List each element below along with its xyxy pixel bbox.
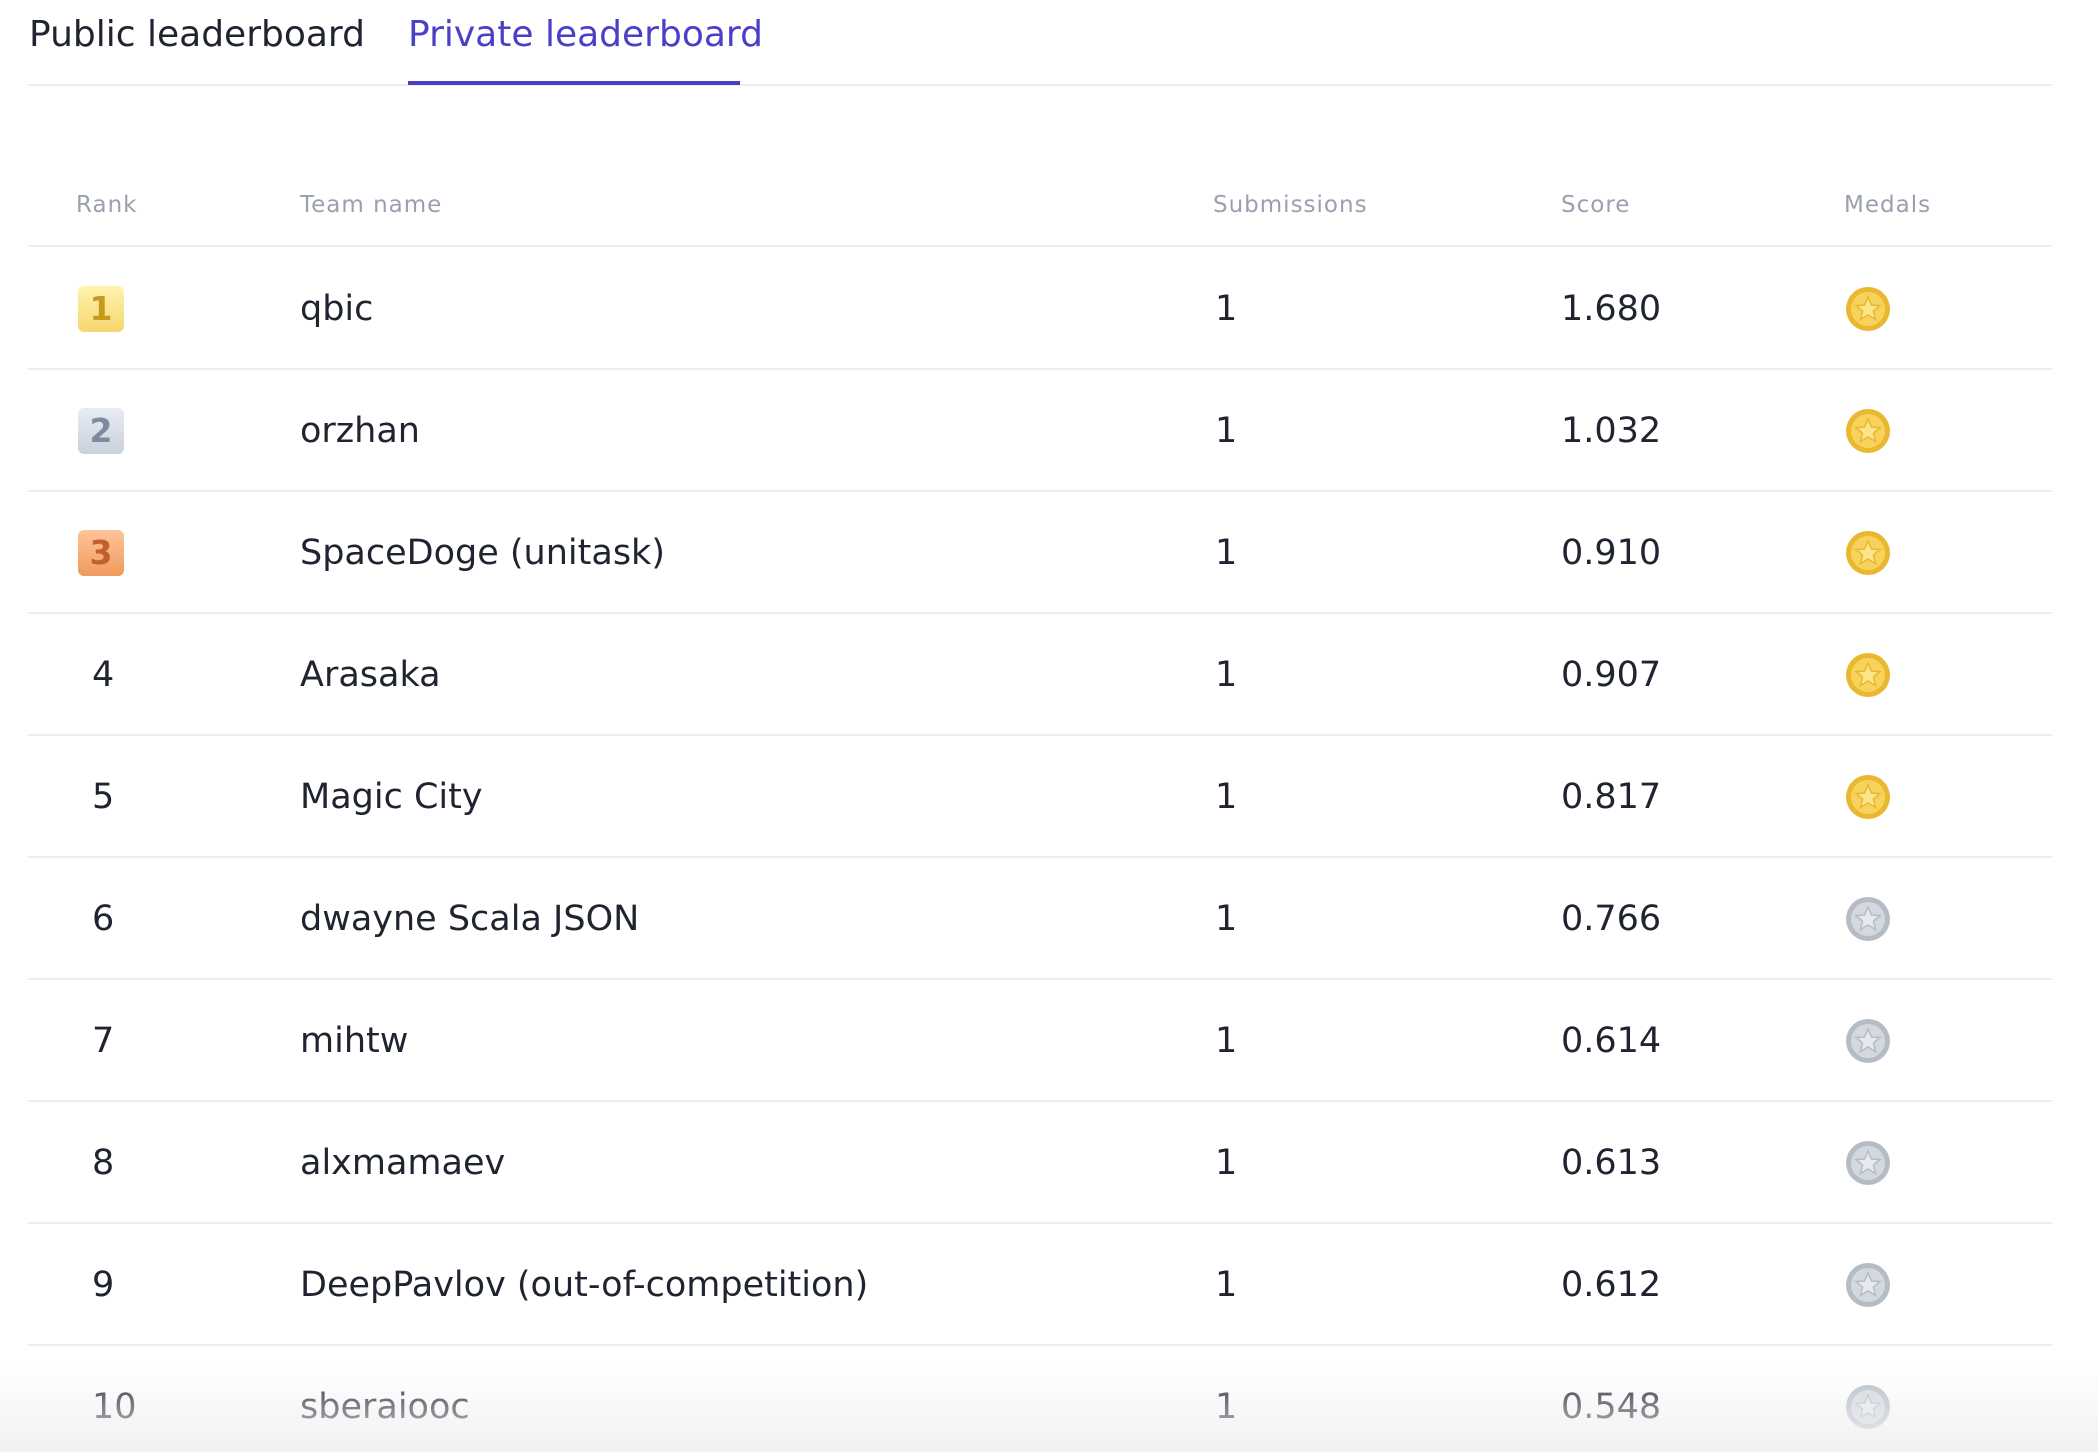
row-divider xyxy=(28,1222,2052,1224)
tab[interactable]: Public leaderboard xyxy=(29,14,365,55)
column-header: Score xyxy=(1561,192,1631,218)
team-name: alxmamaev xyxy=(300,1143,506,1183)
tab[interactable]: Private leaderboard xyxy=(408,14,763,55)
medal xyxy=(1845,896,1891,942)
score: 1.680 xyxy=(1561,289,1662,329)
score: 0.817 xyxy=(1561,777,1662,817)
score: 0.548 xyxy=(1561,1387,1662,1427)
rank: 4 xyxy=(92,655,115,695)
medal xyxy=(1845,286,1891,332)
submissions: 1 xyxy=(1215,899,1238,939)
rank: 10 xyxy=(92,1387,137,1427)
submissions: 1 xyxy=(1215,1143,1238,1183)
rank: 5 xyxy=(92,777,115,817)
header-divider xyxy=(28,245,2052,247)
score: 0.614 xyxy=(1561,1021,1662,1061)
team-name: qbic xyxy=(300,289,374,329)
rank-badge: 3 xyxy=(78,530,124,576)
medal xyxy=(1845,530,1891,576)
medal xyxy=(1845,774,1891,820)
rank: 8 xyxy=(92,1143,115,1183)
submissions: 1 xyxy=(1215,1265,1238,1305)
submissions: 1 xyxy=(1215,411,1238,451)
medal-icon xyxy=(1846,1019,1890,1063)
medal xyxy=(1845,408,1891,454)
rank: 6 xyxy=(92,899,115,939)
medal xyxy=(1845,1384,1891,1430)
rank: 7 xyxy=(92,1021,115,1061)
row-divider xyxy=(28,1100,2052,1102)
medal xyxy=(1845,652,1891,698)
row-divider xyxy=(28,368,2052,370)
team-name: DeepPavlov (out-of-competition) xyxy=(300,1265,869,1305)
medal-icon xyxy=(1846,409,1890,453)
column-header: Submissions xyxy=(1213,192,1368,218)
score: 0.766 xyxy=(1561,899,1662,939)
tab-underline xyxy=(408,81,740,85)
team-name: Magic City xyxy=(300,777,483,817)
score: 0.910 xyxy=(1561,533,1662,573)
row-divider xyxy=(28,856,2052,858)
medal-icon xyxy=(1846,775,1890,819)
submissions: 1 xyxy=(1215,655,1238,695)
medal xyxy=(1845,1140,1891,1186)
rank: 9 xyxy=(92,1265,115,1305)
row-divider xyxy=(28,490,2052,492)
medal-icon xyxy=(1846,1141,1890,1185)
score: 1.032 xyxy=(1561,411,1662,451)
score: 0.613 xyxy=(1561,1143,1662,1183)
team-name: dwayne Scala JSON xyxy=(300,899,640,939)
medal-icon xyxy=(1846,531,1890,575)
medal-icon xyxy=(1846,287,1890,331)
score: 0.612 xyxy=(1561,1265,1662,1305)
column-header: Team name xyxy=(300,192,443,218)
team-name: orzhan xyxy=(300,411,420,451)
submissions: 1 xyxy=(1215,777,1238,817)
team-name: SpaceDoge (unitask) xyxy=(300,533,665,573)
score: 0.907 xyxy=(1561,655,1662,695)
team-name: mihtw xyxy=(300,1021,409,1061)
tab-divider xyxy=(28,84,2052,86)
row-divider xyxy=(28,978,2052,980)
medal xyxy=(1845,1262,1891,1308)
column-header: Medals xyxy=(1844,192,1932,218)
row-divider xyxy=(28,734,2052,736)
rank-badge: 2 xyxy=(78,408,124,454)
medal xyxy=(1845,1018,1891,1064)
submissions: 1 xyxy=(1215,1021,1238,1061)
submissions: 1 xyxy=(1215,1387,1238,1427)
row-divider xyxy=(28,612,2052,614)
medal-icon xyxy=(1846,653,1890,697)
column-header: Rank xyxy=(76,192,138,218)
team-name: sberaiooc xyxy=(300,1387,470,1427)
rank-badge: 1 xyxy=(78,286,124,332)
submissions: 1 xyxy=(1215,289,1238,329)
medal-icon xyxy=(1846,897,1890,941)
medal-icon xyxy=(1846,1385,1890,1429)
row-divider xyxy=(28,1344,2052,1346)
team-name: Arasaka xyxy=(300,655,441,695)
medal-icon xyxy=(1846,1263,1890,1307)
submissions: 1 xyxy=(1215,533,1238,573)
